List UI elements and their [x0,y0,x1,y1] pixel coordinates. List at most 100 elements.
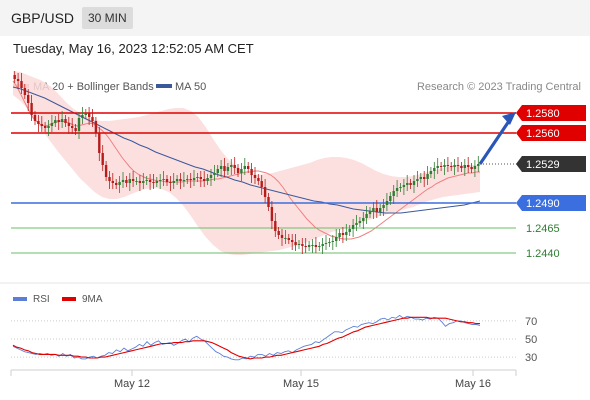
candle-body [247,166,250,169]
candle-body [439,166,443,167]
candle-body [453,165,456,167]
candle-body [324,243,328,244]
ma50-legend-swatch [156,84,172,88]
candle-body [142,181,145,183]
projection-arrow-head [502,112,516,125]
candle-body [240,169,243,173]
rsi-tick-label: 70 [525,316,537,328]
candle-body [291,240,294,242]
candle-body [169,182,172,183]
candle-body [223,166,226,171]
timestamp: Tuesday, May 16, 2023 12:52:05 AM CET [13,41,254,56]
candle-body [216,169,219,173]
level-tag-1.2560 [516,125,586,141]
candle-body [152,182,155,183]
candle-body [368,211,372,214]
candle-body [470,167,473,169]
candle-body [399,187,402,188]
candle-body [274,221,277,231]
candle-body [182,180,186,181]
candle-body [115,183,118,185]
bollinger-band-area [13,71,480,255]
candle-body [307,245,311,247]
candle-body [33,115,37,121]
candle-body [20,81,23,88]
candle-body [446,165,450,166]
candle-body [331,241,334,242]
candle-body [365,214,368,218]
candle-body [429,171,433,174]
candle-body [382,205,385,208]
candle-body [155,181,158,183]
candle-body [416,179,419,181]
candle-body [50,123,54,126]
candle-body [406,183,409,185]
candle-body [263,187,267,197]
candle-body [385,201,389,205]
bollinger-bands [13,71,480,255]
candle-body [125,180,128,183]
candle-body [128,179,131,183]
level-label-1.2465: 1.2465 [526,223,560,235]
candle-body [335,237,338,241]
candle-body [88,113,91,117]
candle-body [243,166,246,169]
current-price-label: 1.2529 [526,159,560,171]
candle-body [199,177,202,179]
ma50-legend-label: MA 50 [175,81,206,93]
candle-body [57,120,60,122]
candle-body [375,208,378,212]
current-price-tag [516,156,586,172]
candle-body [304,246,307,247]
candle-body [426,174,429,179]
candle-body [135,181,138,182]
candle-body [44,126,47,128]
candle-body [94,121,98,133]
level-label-1.2440: 1.2440 [526,248,560,260]
candle-body [456,165,460,166]
x-tick-label: May 12 [114,378,150,390]
candle-body [111,181,114,183]
candle-body [473,166,477,169]
candle-body [267,197,270,207]
candle-body [260,181,263,187]
candle-body [108,177,111,181]
candle-body [284,238,287,239]
candle-body [91,117,94,121]
candle-body [477,164,480,166]
ma20-line [12,80,480,240]
candle-body [236,168,240,173]
rsi-tick-label: 50 [525,334,537,346]
rsi-line [12,314,481,361]
candle-body [159,180,162,181]
candle-body [402,185,406,187]
candle-body [250,169,253,175]
candle-body [172,181,175,183]
candle-body [287,238,290,240]
candle-body [372,208,375,211]
symbol-label: GBP/USD [11,10,75,26]
header-bar: GBP/USD 30 MIN [0,0,590,36]
candle-body [463,165,466,168]
candle-body [118,182,121,185]
credit-text: Research © 2023 Trading Central [417,81,581,93]
candle-body [37,121,40,124]
candle-body [67,123,71,126]
candle-body [203,179,206,181]
candle-body [213,173,216,175]
candle-body [233,165,236,168]
candle-body [338,233,341,237]
candle-body [101,153,104,165]
candle-body [311,245,314,246]
candle-body [253,175,257,178]
candle-body [328,242,331,243]
rsi-legend-swatch [13,297,27,301]
candle-body [162,179,165,180]
candle-body [467,165,470,167]
candle-body [16,79,20,81]
level-tag-1.2580 [516,105,586,121]
candle-body [23,88,27,95]
candle-body [460,166,463,168]
timeframe-button[interactable]: 30 MIN [82,7,133,29]
